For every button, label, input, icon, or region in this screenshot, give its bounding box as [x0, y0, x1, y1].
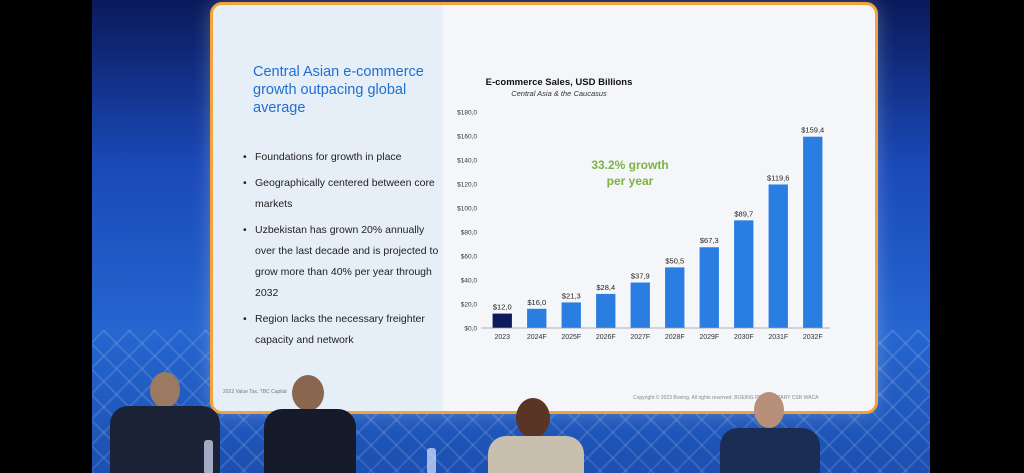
y-tick-label: $80,0 — [461, 230, 478, 237]
y-tick-label: $180,0 — [457, 110, 477, 117]
bar-value-label: $16,0 — [527, 298, 546, 307]
stage-backdrop: Central Asian e-commerce growth outpacin… — [92, 0, 930, 473]
y-tick-label: $140,0 — [457, 158, 477, 165]
bar-2026F — [596, 293, 616, 328]
panelist-head — [292, 375, 324, 411]
bar-2031F — [768, 184, 788, 328]
panelist-body — [720, 428, 820, 473]
bar-2023 — [492, 313, 512, 328]
y-tick-label: $40,0 — [461, 278, 478, 285]
bars-group — [492, 136, 823, 328]
y-tick-label: $60,0 — [461, 254, 478, 261]
bar-value-label: $119,6 — [767, 173, 789, 182]
y-tick-label: $0,0 — [464, 326, 477, 333]
bullet-item: Foundations for growth in place — [243, 147, 443, 168]
panelist-body — [264, 409, 356, 473]
value-labels-group: $12,0 $16,0 $21,3 $28,4 $37,9 $50,5 $67,3 $89,7… — [493, 126, 824, 312]
bullet-item: Geographically centered between core mar… — [243, 173, 443, 215]
y-tick-label: $20,0 — [461, 302, 478, 309]
y-tick-label: $100,0 — [457, 206, 477, 213]
x-axis: 2023 2024F 2025F 2026F 2027F 2028F 2029F 2030F 2… — [481, 327, 830, 341]
panelist-1 — [110, 372, 220, 473]
bar-value-label: $37,9 — [631, 272, 650, 281]
bar-2032F — [803, 136, 823, 328]
x-tick-label: 2031F — [768, 334, 788, 341]
growth-annotation-line: 33.2% growth — [591, 158, 668, 172]
bullet-item: Uzbekistan has grown 20% annually over t… — [243, 220, 443, 304]
bar-2024F — [527, 308, 547, 328]
bar-value-label: $12,0 — [493, 303, 512, 312]
panelist-body — [488, 436, 584, 473]
bar-value-label: $67,3 — [700, 236, 719, 245]
bar-2028F — [665, 267, 685, 328]
slide-bullets: Foundations for growth in place Geograph… — [243, 147, 443, 356]
slide-left-panel: Central Asian e-commerce growth outpacin… — [213, 5, 443, 411]
bar-value-label: $50,5 — [665, 256, 684, 265]
bar-2030F — [734, 220, 754, 328]
growth-annotation-line: per year — [607, 174, 654, 188]
y-tick-label: $160,0 — [457, 134, 477, 141]
bar-2025F — [561, 302, 581, 328]
bar-2029F — [699, 247, 719, 328]
slide-footer-left: 2022 Value Tax, TBC Capital — [223, 389, 287, 395]
x-tick-label: 2026F — [596, 334, 616, 341]
x-tick-label: 2030F — [734, 334, 754, 341]
panelist-body — [110, 406, 220, 473]
bar-value-label: $89,7 — [734, 209, 753, 218]
panelist-head — [150, 372, 180, 408]
growth-annotation: 33.2% growth per year — [591, 158, 668, 188]
bar-chart: E-commerce Sales, USD Billions Central A… — [457, 77, 830, 341]
x-tick-label: 2025F — [561, 334, 581, 341]
panelist-4 — [720, 392, 820, 473]
chart-title: E-commerce Sales, USD Billions — [486, 77, 633, 88]
bar-value-label: $21,3 — [562, 291, 581, 300]
panelist-head — [516, 398, 550, 438]
water-bottle — [427, 448, 436, 473]
slide-title: Central Asian e-commerce growth outpacin… — [253, 64, 424, 116]
water-bottle — [204, 440, 213, 473]
x-tick-label: 2027F — [630, 334, 650, 341]
panelist-3 — [480, 398, 590, 473]
slide-footer-right: Copyright © 2023 Boeing. All rights rese… — [633, 395, 819, 401]
bullet-item: Region lacks the necessary freighter cap… — [243, 309, 443, 351]
x-tick-label: 2029F — [699, 334, 719, 341]
x-tick-label: 2032F — [803, 334, 823, 341]
bar-2027F — [630, 282, 650, 328]
y-tick-label: $120,0 — [457, 182, 477, 189]
presentation-screen: Central Asian e-commerce growth outpacin… — [210, 2, 878, 414]
panelist-2 — [264, 375, 359, 473]
x-tick-label: 2024F — [527, 334, 547, 341]
bar-value-label: $159,4 — [801, 126, 824, 135]
x-tick-label: 2028F — [665, 334, 685, 341]
bar-value-label: $28,4 — [596, 283, 615, 292]
y-axis: $0,0 $20,0 $40,0 $60,0 $80,0 $100,0 $120,0 $140… — [457, 110, 477, 333]
x-tick-label: 2023 — [494, 334, 510, 341]
panelist-head — [754, 392, 784, 428]
chart-subtitle: Central Asia & the Caucasus — [511, 89, 607, 98]
